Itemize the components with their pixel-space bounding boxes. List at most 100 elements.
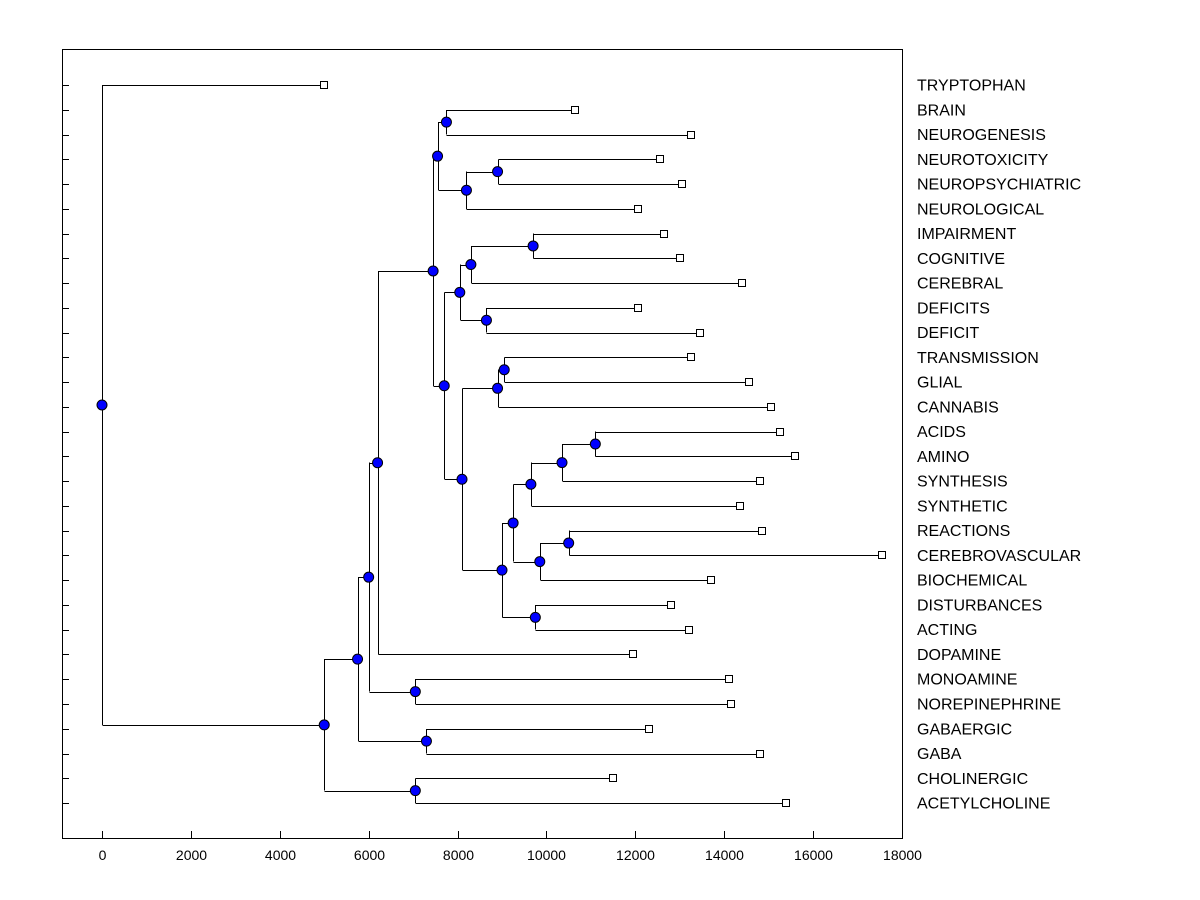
leaf-label-biochemical: BIOCHEMICAL [917, 573, 1027, 590]
leaf-label-dopamine: DOPAMINE [917, 647, 1001, 664]
leaf-label-neurological: NEUROLOGICAL [917, 201, 1044, 218]
node-marker-n_ntox [492, 166, 504, 178]
plot-frame [62, 49, 903, 839]
leaf-labels: TRYPTOPHAN BRAIN NEUROGENESIS NEUROTOXICITY… [917, 78, 1081, 813]
leaf-marker-synthesis [756, 477, 764, 485]
node-marker-n_cannab [492, 382, 504, 394]
leaf-marker-neurogenesis [687, 131, 695, 139]
leaf-marker-tryptophan [320, 81, 328, 89]
x-tick-label-12000: 12000 [616, 847, 655, 863]
x-tick-label-0: 0 [99, 847, 107, 863]
leaf-label-gaba: GABA [917, 746, 962, 763]
leaf-marker-norepinephrine [727, 700, 735, 708]
leaf-marker-reactions [758, 527, 766, 535]
leaf-label-glial: GLIAL [917, 375, 962, 392]
leaf-label-monoamine: MONOAMINE [917, 672, 1017, 689]
node-marker-n_chol [409, 785, 421, 797]
leaf-label-synthesis: SYNTHESIS [917, 474, 1008, 491]
y-ticks [62, 85, 69, 804]
node-marker-n_neurochem [318, 719, 330, 731]
leaf-marker-impairment [660, 230, 668, 238]
leaf-marker-transmission [687, 353, 695, 361]
leaf-label-tryptophan: TRYPTOPHAN [917, 78, 1026, 95]
node-marker-n_trans [498, 364, 510, 376]
node-marker-n_cereb [465, 259, 477, 271]
dendrogram-links [102, 85, 882, 804]
leaf-marker-acting [685, 626, 693, 634]
leaf-label-brain: BRAIN [917, 102, 966, 119]
node-marker-n_big [427, 265, 439, 277]
node-marker-n_brain [440, 116, 452, 128]
leaf-label-cerebrovascular: CEREBROVASCULAR [917, 548, 1081, 565]
leaf-marker-biochemical [707, 576, 715, 584]
x-tick-label-14000: 14000 [705, 847, 744, 863]
node-marker-n_dist [529, 611, 541, 623]
x-tick-label-16000: 16000 [794, 847, 833, 863]
leaf-label-neurogenesis: NEUROGENESIS [917, 127, 1046, 144]
node-marker-n_root [96, 399, 108, 411]
node-marker-n_acids [589, 438, 601, 450]
node-marker-n_neurotrans [352, 653, 364, 665]
leaf-label-cognitive: COGNITIVE [917, 251, 1005, 268]
leaf-marker-gaba [756, 750, 764, 758]
node-marker-n_biochem [534, 556, 546, 568]
x-tick-label-10000: 10000 [527, 847, 566, 863]
node-markers [96, 116, 601, 797]
leaf-label-cerebral: CEREBRAL [917, 276, 1003, 293]
leaf-label-acids: ACIDS [917, 424, 966, 441]
leaf-marker-dopamine [629, 650, 637, 658]
leaf-label-deficit: DEFICIT [917, 325, 979, 342]
leaf-marker-acids [776, 428, 784, 436]
leaf-marker-amino [791, 452, 799, 460]
leaf-marker-gabaergic [645, 725, 653, 733]
x-tick-label-18000: 18000 [883, 847, 922, 863]
node-marker-n_gaba [420, 735, 432, 747]
node-marker-n_chem2 [496, 564, 508, 576]
leaf-label-acetylcholine: ACETYLCHOLINE [917, 796, 1050, 813]
leaf-label-synthetic: SYNTHETIC [917, 498, 1008, 515]
node-marker-n_synth2 [525, 478, 537, 490]
leaf-label-impairment: IMPAIRMENT [917, 226, 1016, 243]
leaf-marker-cognitive [676, 254, 684, 262]
leaf-label-disturbances: DISTURBANCES [917, 597, 1042, 614]
leaf-label-reactions: REACTIONS [917, 523, 1010, 540]
node-marker-n_impair [527, 240, 539, 252]
leaf-marker-cholinergic [609, 774, 617, 782]
x-tick-label-2000: 2000 [176, 847, 207, 863]
leaf-marker-glial [745, 378, 753, 386]
leaf-marker-neuropsychiatric [678, 180, 686, 188]
leaf-marker-deficits [634, 304, 642, 312]
node-marker-n_synth [556, 457, 568, 469]
leaf-marker-synthetic [736, 502, 744, 510]
leaf-label-amino: AMINO [917, 449, 969, 466]
leaf-marker-brain [571, 106, 579, 114]
leaf-label-cholinergic: CHOLINERGIC [917, 771, 1028, 788]
plot-area [62, 49, 903, 839]
node-marker-n_mid [456, 473, 468, 485]
leaf-marker-neurological [634, 205, 642, 213]
leaf-label-neurotoxicity: NEUROTOXICITY [917, 152, 1049, 169]
leaf-marker-deficit [696, 329, 704, 337]
node-marker-n_neuro3 [460, 184, 472, 196]
leaf-marker-disturbances [667, 601, 675, 609]
leaf-label-gabaergic: GABAERGIC [917, 721, 1012, 738]
x-tick-label-4000: 4000 [265, 847, 296, 863]
node-marker-n_cogdef [454, 286, 466, 298]
leaf-label-transmission: TRANSMISSION [917, 350, 1039, 367]
leaf-marker-neurotoxicity [656, 155, 664, 163]
x-axis: 0 2000 4000 6000 8000 10000 12000 14000 16000 180… [99, 831, 922, 863]
node-marker-n_defic [480, 314, 492, 326]
leaf-label-acting: ACTING [917, 622, 977, 639]
node-marker-n_neurogrp [432, 150, 444, 162]
node-marker-n_chem [507, 517, 519, 529]
leaf-marker-monoamine [725, 675, 733, 683]
leaf-label-cannabis: CANNABIS [917, 399, 999, 416]
leaf-label-deficits: DEFICITS [917, 300, 990, 317]
leaf-marker-cerebrovascular [878, 551, 886, 559]
leaf-label-norepinephrine: NOREPINEPHRINE [917, 697, 1061, 714]
leaf-marker-cerebral [738, 279, 746, 287]
leaf-marker-cannabis [767, 403, 775, 411]
leaf-marker-acetylcholine [782, 799, 790, 807]
node-marker-n_catechol [363, 571, 375, 583]
